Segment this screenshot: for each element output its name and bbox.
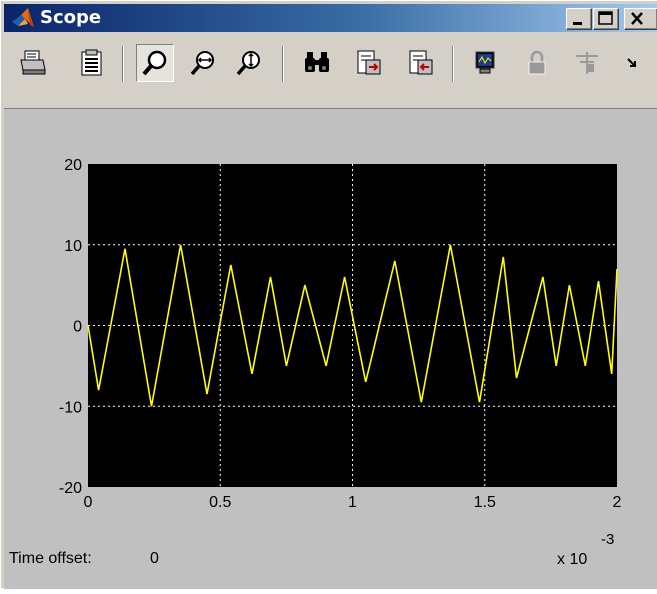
print-button[interactable] xyxy=(14,44,52,82)
x-tick-label: 0.5 xyxy=(209,494,231,511)
minimize-icon xyxy=(573,22,582,25)
time-offset-label: Time offset: xyxy=(9,550,92,567)
save-axes-button[interactable] xyxy=(350,44,388,82)
maximize-button[interactable] xyxy=(593,8,619,30)
x-axis-multiplier: x 10 xyxy=(557,551,587,568)
signal-selector-button[interactable] xyxy=(568,44,606,82)
toolbar-separator xyxy=(122,46,124,82)
lock-axes-button[interactable] xyxy=(518,44,556,82)
x-tick-label: 0 xyxy=(84,494,93,511)
autoscale-button[interactable] xyxy=(298,44,336,82)
floating-scope-button[interactable] xyxy=(466,44,504,82)
close-icon xyxy=(631,12,643,25)
y-tick-label: -20 xyxy=(59,480,82,497)
binoculars-icon xyxy=(305,52,329,72)
minimize-button[interactable] xyxy=(566,8,592,30)
maximize-icon xyxy=(598,11,613,25)
figure-area: 0 0.5 1 1.5 2 20 10 0 -10 -20 Time offset: 0 x 10… xyxy=(4,109,657,589)
y-tick-label: -10 xyxy=(59,399,82,416)
axis-tick-labels: 0 0.5 1 1.5 2 20 10 0 -10 -20 xyxy=(59,157,622,511)
toolbar-overflow-button[interactable] xyxy=(616,44,648,82)
x-tick-label: 1.5 xyxy=(474,494,496,511)
toolbar xyxy=(4,34,657,109)
overflow-arrow-icon xyxy=(627,58,636,67)
signal-trace xyxy=(87,244,618,407)
zoom-y-icon xyxy=(236,51,260,76)
matlab-logo-icon xyxy=(12,8,34,27)
scope-plot: 0 0.5 1 1.5 2 20 10 0 -10 -20 Time offset: 0 x 10… xyxy=(9,157,622,568)
zoom-y-button[interactable] xyxy=(230,44,268,82)
restore-axes-button[interactable] xyxy=(402,44,440,82)
time-offset-value: 0 xyxy=(150,550,159,567)
printer-icon xyxy=(20,50,46,75)
floating-scope-icon xyxy=(475,51,495,74)
parameters-button[interactable] xyxy=(72,44,110,82)
y-tick-label: 10 xyxy=(64,238,82,255)
window-title: Scope xyxy=(40,7,102,28)
close-button[interactable] xyxy=(624,8,657,30)
save-axes-icon xyxy=(357,50,381,75)
zoom-button[interactable] xyxy=(136,44,174,82)
zoom-x-icon xyxy=(190,51,214,76)
signal-selector-icon xyxy=(576,52,598,74)
x-tick-label: 2 xyxy=(613,494,622,511)
zoom-icon xyxy=(142,50,167,76)
x-tick-label: 1 xyxy=(348,494,357,511)
y-tick-label: 20 xyxy=(64,157,82,174)
toolbar-separator xyxy=(452,46,454,82)
toolbar-separator xyxy=(282,46,284,82)
lock-icon xyxy=(528,50,546,75)
y-tick-label: 0 xyxy=(73,319,82,336)
zoom-x-button[interactable] xyxy=(184,44,222,82)
x-axis-exponent: -3 xyxy=(601,531,614,548)
title-bar[interactable]: Scope xyxy=(4,4,657,32)
parameters-icon xyxy=(81,49,102,76)
restore-axes-icon xyxy=(409,50,433,75)
